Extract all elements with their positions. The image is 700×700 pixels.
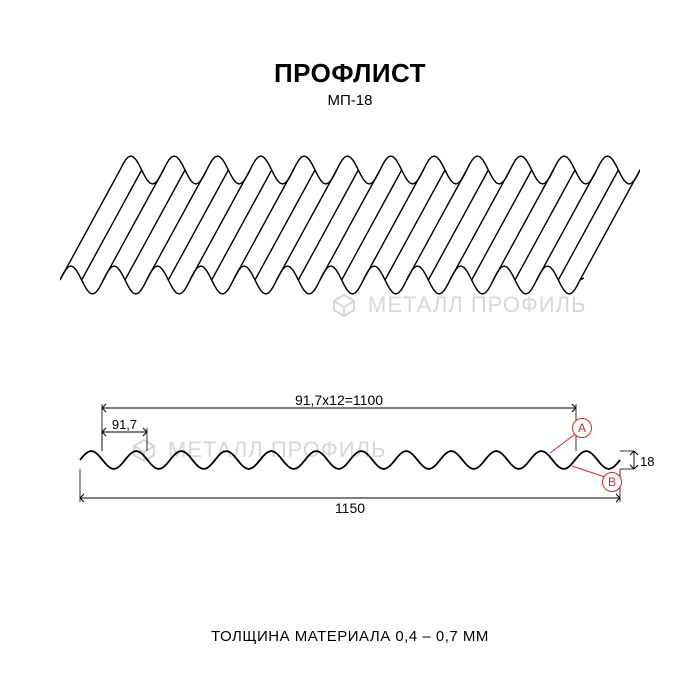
dim-label-height: 18 (640, 454, 670, 469)
material-thickness-note: ТОЛЩИНА МАТЕРИАЛА 0,4 – 0,7 ММ (0, 628, 700, 645)
page-title: ПРОФЛИСТ (0, 58, 700, 89)
dim-label-top-full: 91,7x12=1100 (279, 392, 399, 408)
cross-section-diagram (60, 390, 640, 510)
dim-label-bottom: 1150 (290, 500, 410, 516)
page-subtitle: МП-18 (0, 92, 700, 109)
perspective-sheet-diagram (60, 150, 640, 300)
marker-b: B (602, 472, 622, 492)
dim-label-top-single: 91,7 (65, 417, 185, 432)
marker-a: A (572, 418, 592, 438)
